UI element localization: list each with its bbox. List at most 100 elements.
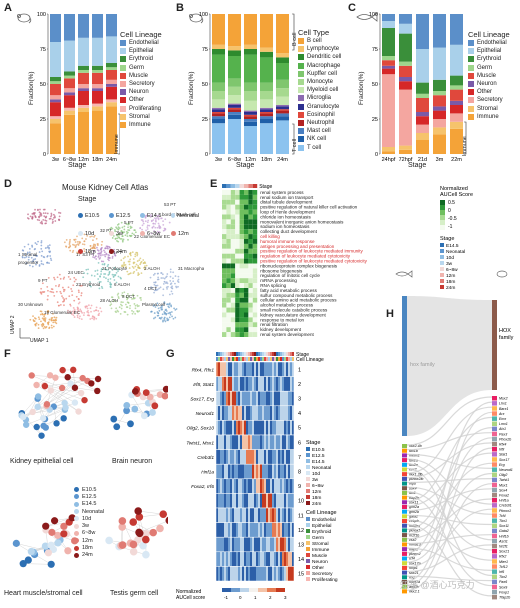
umap-point [46, 246, 49, 249]
heatmap-cell [244, 376, 246, 392]
umap-point [111, 255, 114, 258]
umap-point [37, 327, 40, 329]
umap-point [99, 307, 102, 309]
legend-label: Monocyte [307, 79, 334, 86]
umap-point [117, 270, 119, 272]
heatmap-cell [230, 297, 236, 303]
umap-cluster-label: 34 PT [110, 250, 122, 255]
left-gene-node [402, 519, 407, 524]
umap-point [125, 296, 128, 298]
umap-point [116, 237, 119, 240]
heatmap-cell [256, 362, 258, 377]
legend-dot [74, 552, 79, 558]
bar-segment [78, 72, 89, 84]
bar-segment [212, 54, 225, 83]
umap-point [89, 318, 92, 320]
heatmap-cell [222, 508, 224, 523]
legend-label: 18m [82, 545, 93, 552]
heatmap-cell [230, 362, 232, 377]
umap-point [105, 252, 108, 255]
umap-point [42, 263, 45, 266]
heatmap-cell [252, 435, 254, 450]
umap-point [54, 208, 57, 211]
heatmap-cell [264, 464, 266, 479]
heatmap-cell [284, 493, 286, 508]
heatmap-cell [258, 435, 260, 450]
heatmap-cell [236, 537, 238, 552]
umap-point [125, 266, 127, 268]
umap-point [100, 273, 102, 275]
umap-point [116, 234, 119, 237]
heatmap-cell [252, 273, 258, 279]
umap-point [41, 250, 44, 253]
umap-point [72, 284, 75, 287]
heatmap-cell [252, 522, 254, 538]
right-gene-node [492, 523, 497, 528]
lineage-strip-cell [244, 357, 246, 361]
umap-point [56, 276, 59, 279]
heatmap-cell [240, 391, 242, 406]
bar-segment [416, 98, 429, 112]
heatmap-cell [239, 283, 244, 288]
left-gene-label: rfx2 [409, 575, 415, 579]
umap-point [39, 222, 42, 224]
heatmap-cell [280, 376, 282, 392]
umap-point [65, 297, 68, 300]
right-gene-label: Irf6 [499, 570, 504, 574]
umap-point [80, 292, 83, 294]
heatmap-cell [272, 435, 274, 450]
heatmap-cell [246, 493, 248, 508]
network-edge [21, 407, 66, 416]
lineage-strip-cell [276, 357, 278, 361]
heatmap-cell [248, 288, 253, 293]
heatmap-cell [288, 537, 290, 552]
y-tick-label: 50 [202, 82, 208, 88]
heatmap-cell [218, 478, 220, 494]
umap-point [129, 252, 131, 255]
umap-point [48, 327, 51, 329]
heatmap-cell [226, 239, 231, 244]
heatmap-cell [280, 551, 282, 567]
umap-point [153, 281, 155, 284]
bar-segment [244, 49, 257, 55]
network-node [47, 560, 55, 568]
right-gene-label: Neurod1 [499, 468, 513, 472]
umap-point [91, 246, 94, 249]
heatmap-cell [246, 420, 248, 435]
bar-segment [64, 40, 75, 72]
network-edge [43, 383, 71, 419]
heatmap-cell [216, 362, 218, 377]
stage-legend-label: 12m [312, 489, 321, 495]
heatmap-cell [230, 248, 236, 254]
heatmap-cell [240, 551, 242, 567]
umap-point [50, 215, 52, 218]
heatmap-cell [230, 214, 236, 220]
heatmap-cell [216, 464, 218, 479]
lineage-strip-cell [246, 357, 248, 361]
heatmap-cell [220, 508, 222, 523]
umap-point [133, 303, 136, 305]
umap-point [45, 215, 48, 218]
heatmap-cell [239, 332, 244, 337]
heatmap-cell [288, 566, 290, 581]
bar-segment [228, 78, 241, 87]
umap-point [123, 228, 126, 231]
umap-point [49, 255, 52, 257]
umap-point [121, 235, 124, 237]
umap-point [41, 222, 44, 225]
heatmap-cell [222, 493, 224, 508]
network-node [129, 547, 138, 556]
umap-point [76, 311, 79, 314]
heatmap-cell [230, 322, 236, 328]
heatmap-cell [230, 391, 232, 406]
heatmap-cell [244, 332, 249, 337]
umap-point [150, 311, 152, 313]
heatmap-cell [268, 508, 270, 523]
network-edge [23, 563, 52, 565]
right-gene-node [492, 396, 497, 401]
left-gene-node [402, 500, 407, 505]
legend-label: Erythroid [129, 56, 154, 63]
legend-label: Endothelial [477, 40, 507, 47]
heatmap-cell [236, 522, 238, 538]
bar-segment [433, 106, 446, 111]
